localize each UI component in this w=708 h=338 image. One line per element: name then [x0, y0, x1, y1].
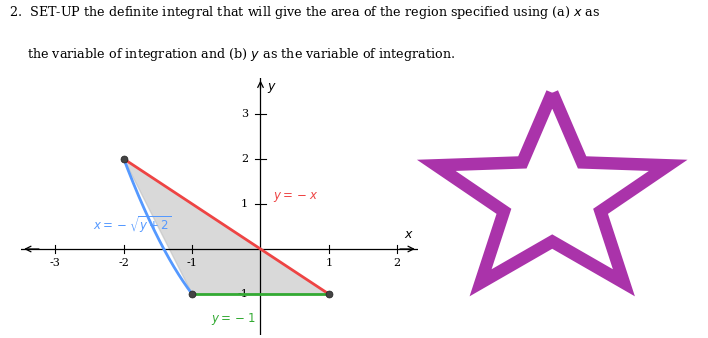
- Text: $x = -\sqrt{y+2}$: $x = -\sqrt{y+2}$: [93, 214, 171, 235]
- Text: $x$: $x$: [404, 228, 414, 241]
- Text: 2: 2: [241, 154, 249, 164]
- Text: $y = -x$: $y = -x$: [273, 190, 318, 204]
- Text: -1: -1: [187, 258, 198, 268]
- Text: $y = -1$: $y = -1$: [211, 311, 256, 327]
- Text: 2: 2: [394, 258, 401, 268]
- Text: 2.  SET-UP the definite integral that will give the area of the region specified: 2. SET-UP the definite integral that wil…: [9, 4, 600, 21]
- Text: 3: 3: [241, 109, 249, 119]
- Text: the variable of integration and (b) $y$ as the variable of integration.: the variable of integration and (b) $y$ …: [27, 46, 455, 63]
- Polygon shape: [124, 159, 329, 294]
- Text: -2: -2: [118, 258, 130, 268]
- Text: -1: -1: [237, 289, 249, 299]
- Text: $y$: $y$: [268, 81, 277, 95]
- Text: 1: 1: [325, 258, 333, 268]
- Text: -3: -3: [50, 258, 61, 268]
- Text: 1: 1: [241, 199, 249, 209]
